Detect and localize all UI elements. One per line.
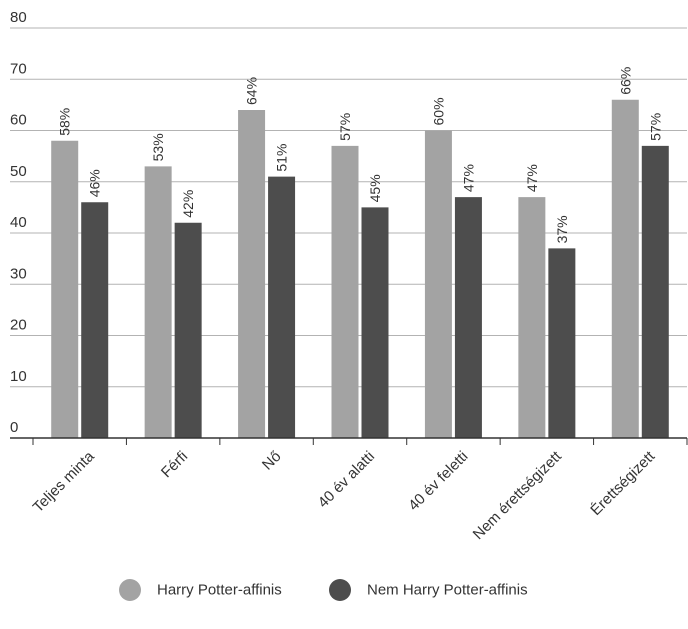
data-label: 58%	[57, 108, 73, 136]
bars: 58% 46% 53% 42% 64% 51% 57% 45% 60% 47% 47% 37% 66% 5…	[51, 67, 669, 438]
y-tick-label: 60	[10, 112, 27, 129]
x-tick-label: 40 év feletti	[405, 448, 471, 514]
data-label: 45%	[367, 174, 383, 202]
bar	[454, 197, 482, 438]
x-tick-label: Nem érettségizett	[470, 447, 566, 543]
data-label: 64%	[244, 77, 260, 105]
bar	[548, 248, 576, 438]
bar	[51, 140, 79, 438]
legend-label: Harry Potter-affinis	[157, 582, 282, 599]
bar	[641, 145, 669, 438]
data-label: 60%	[430, 97, 446, 125]
x-tick-label: Érettségizett	[587, 447, 659, 519]
y-tick-label: 10	[10, 368, 27, 385]
bar	[611, 99, 639, 438]
bar	[81, 202, 109, 438]
data-label: 66%	[617, 67, 633, 95]
y-tick-label: 50	[10, 163, 27, 180]
data-label: 57%	[647, 113, 663, 141]
x-tick-label: Férfi	[158, 448, 191, 481]
legend-label: Nem Harry Potter-affinis	[367, 582, 528, 599]
data-label: 42%	[180, 190, 196, 218]
y-tick-label: 0	[10, 419, 18, 436]
bar	[238, 110, 266, 438]
data-label: 51%	[274, 144, 290, 172]
bar	[331, 145, 359, 438]
legend-swatch	[119, 579, 141, 601]
data-label: 47%	[460, 164, 476, 192]
bar	[174, 222, 202, 438]
legend-swatch	[329, 579, 351, 601]
bar	[268, 176, 296, 438]
x-tick-label: 40 év alatti	[315, 448, 378, 511]
y-tick-label: 40	[10, 214, 27, 231]
legend: Harry Potter-affinis Nem Harry Potter-aff…	[119, 579, 528, 601]
data-label: 47%	[524, 164, 540, 192]
y-tick-label: 30	[10, 265, 27, 282]
bar	[518, 197, 546, 438]
bar	[361, 207, 389, 438]
x-tick-label: Nő	[259, 448, 285, 474]
gridlines: 0 10 20 30 40 50 60 70 80	[10, 9, 687, 436]
x-axis: Teljes minta Férfi Nő 40 év alatti 40 év fel…	[10, 437, 688, 543]
data-label: 53%	[150, 133, 166, 161]
bar	[424, 130, 452, 438]
data-label: 46%	[87, 169, 103, 197]
data-label: 37%	[554, 215, 570, 243]
x-tick-label: Teljes minta	[30, 448, 98, 516]
data-label: 57%	[337, 113, 353, 141]
bar	[144, 166, 172, 438]
y-tick-label: 80	[10, 9, 27, 26]
y-tick-label: 20	[10, 317, 27, 334]
y-tick-label: 70	[10, 60, 27, 77]
